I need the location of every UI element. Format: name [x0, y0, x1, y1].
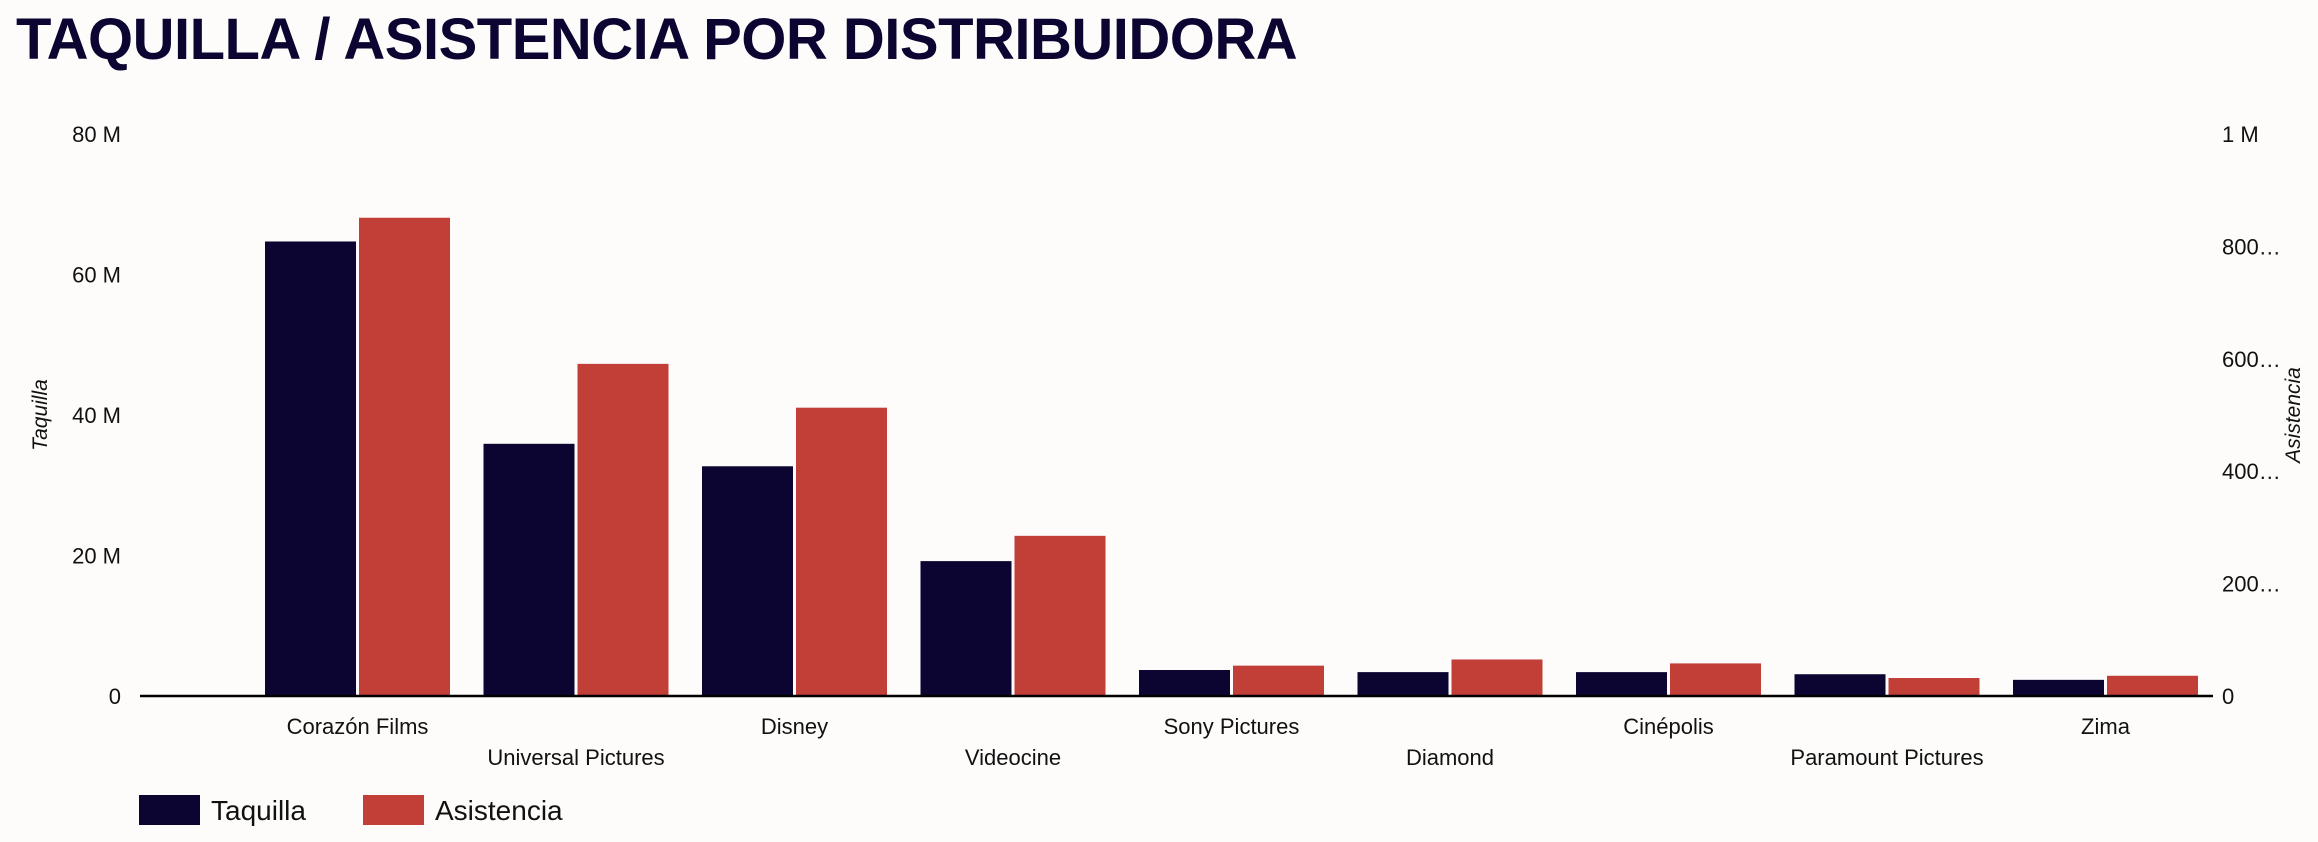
legend-label: Asistencia	[435, 795, 563, 826]
bar-asistencia	[359, 217, 450, 696]
x-tick-label: Paramount Pictures	[1790, 745, 1983, 770]
y-axis-label: Taquilla	[29, 379, 52, 451]
bar-asistencia	[1233, 665, 1324, 696]
legend-swatch-taquilla	[139, 795, 200, 825]
bar-taquilla	[265, 241, 356, 697]
x-tick-label: Corazón Films	[287, 714, 429, 739]
bar-taquilla	[920, 561, 1012, 696]
x-tick-label: Universal Pictures	[487, 745, 664, 770]
y2-axis-label: Asistencia	[2282, 367, 2305, 465]
legend-label: Taquilla	[211, 795, 306, 826]
x-tick-label: Videocine	[965, 745, 1061, 770]
y-tick-label: 60 M	[72, 263, 121, 288]
bar-asistencia	[1888, 678, 1980, 696]
y2-tick-label: 800…	[2222, 234, 2281, 259]
y-tick-label: 20 M	[72, 544, 121, 569]
y2-tick-label: 200…	[2222, 572, 2281, 597]
x-tick-label: Zima	[2081, 714, 2131, 739]
bar-taquilla	[483, 443, 575, 696]
bar-taquilla	[1794, 674, 1886, 696]
x-tick-label: Diamond	[1406, 745, 1494, 770]
bar-asistencia	[1451, 659, 1543, 696]
bar-taquilla	[1357, 672, 1449, 696]
bar-taquilla	[1139, 670, 1230, 696]
bar-taquilla	[2013, 679, 2104, 696]
bar-asistencia	[577, 363, 669, 696]
x-tick-label: Cinépolis	[1623, 714, 1714, 739]
bar-asistencia	[1014, 535, 1106, 696]
chart-title: TAQUILLA / ASISTENCIA POR DISTRIBUIDORA	[16, 7, 1298, 72]
y2-tick-label: 600…	[2222, 347, 2281, 372]
legend-swatch-asistencia	[363, 795, 424, 825]
bar-asistencia	[2107, 675, 2198, 696]
bar-asistencia	[1670, 663, 1761, 696]
y2-tick-label: 1 M	[2222, 122, 2259, 147]
y-tick-label: 0	[109, 684, 121, 709]
bar-taquilla	[702, 466, 793, 696]
x-tick-label: Disney	[761, 714, 828, 739]
y2-tick-label: 400…	[2222, 459, 2281, 484]
y-tick-label: 40 M	[72, 403, 121, 428]
bar-asistencia	[796, 407, 887, 696]
bar-taquilla	[1576, 672, 1667, 696]
y-tick-label: 80 M	[72, 122, 121, 147]
x-tick-label: Sony Pictures	[1164, 714, 1300, 739]
y2-tick-label: 0	[2222, 684, 2234, 709]
